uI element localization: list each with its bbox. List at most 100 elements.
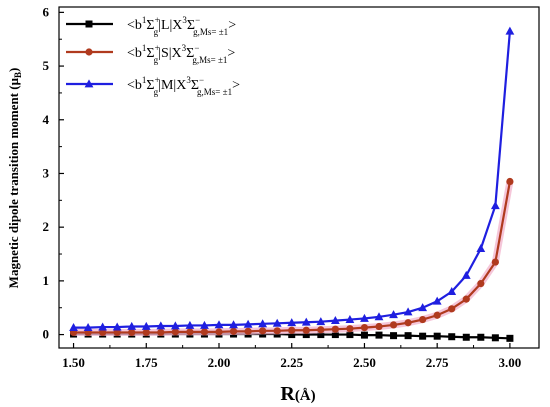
data-point	[506, 177, 514, 186]
data-point	[346, 331, 354, 339]
data-point	[432, 296, 442, 305]
data-point	[112, 322, 122, 331]
data-point	[186, 328, 194, 336]
data-point	[288, 331, 296, 339]
data-point	[157, 328, 165, 337]
data-point	[360, 323, 369, 332]
data-point	[476, 244, 486, 253]
data-point	[433, 332, 441, 340]
data-point	[360, 331, 368, 339]
data-point	[491, 258, 499, 266]
data-point	[462, 295, 470, 303]
data-point	[142, 328, 150, 337]
legend-item: <b1Σ+ g|M|X3Σ− g,Ms= ±1>	[66, 75, 240, 97]
data-point	[390, 332, 398, 340]
data-point	[345, 314, 355, 323]
y-tick-label: 3	[43, 165, 50, 180]
data-point	[302, 326, 310, 334]
data-point	[403, 307, 413, 316]
data-point	[214, 320, 224, 329]
series-triangle	[69, 26, 515, 331]
data-point	[302, 331, 310, 339]
data-point	[331, 331, 339, 339]
plot-frame	[58, 6, 540, 349]
legend-item: <b1Σ+ g|S|X3Σ− g,Ms= ±1>	[66, 43, 235, 65]
x-tick-label: 3.00	[499, 355, 522, 370]
data-point	[259, 327, 267, 335]
data-point	[84, 79, 94, 88]
data-point	[316, 317, 326, 326]
legend-label: <b1Σ+ g|L|X3Σ− g,Ms= ±1>	[127, 15, 236, 37]
data-point	[200, 328, 209, 336]
data-point	[448, 305, 456, 313]
y-tick-label: 0	[43, 327, 50, 342]
y-tick-label: 1	[43, 273, 50, 288]
data-point	[346, 325, 354, 333]
data-point	[375, 322, 383, 331]
y-tick-label: 5	[43, 58, 50, 73]
data-point	[171, 328, 179, 336]
data-point	[127, 321, 137, 330]
data-point	[288, 326, 296, 334]
data-point	[244, 327, 252, 335]
data-point	[85, 48, 93, 56]
data-point	[170, 321, 180, 330]
data-point	[419, 315, 427, 324]
data-point	[448, 333, 456, 341]
data-point	[419, 332, 427, 340]
data-point	[85, 20, 93, 28]
x-tick-label: 1.75	[135, 355, 158, 370]
x-tick-label: 1.50	[62, 355, 85, 370]
legend-label: <b1Σ+ g|S|X3Σ− g,Ms= ±1>	[127, 43, 235, 65]
data-point	[404, 332, 412, 340]
data-point	[229, 320, 238, 329]
x-axis-title: R(Å)	[280, 383, 315, 405]
y-axis-title: Magnetic dipole transition moment (μB)	[6, 68, 23, 289]
series-halo	[73, 180, 514, 336]
data-point	[272, 318, 282, 327]
data-point	[83, 322, 93, 331]
data-point	[301, 317, 311, 326]
data-point	[477, 279, 485, 288]
data-point	[317, 326, 325, 334]
data-point	[490, 201, 500, 210]
data-point	[99, 328, 107, 337]
data-point	[98, 322, 108, 331]
y-tick-label: 2	[43, 219, 50, 234]
data-point	[185, 320, 195, 329]
data-point	[374, 312, 384, 321]
data-point	[243, 319, 253, 328]
data-point	[404, 319, 412, 327]
series-layer	[69, 26, 515, 342]
data-point	[258, 319, 268, 328]
data-point	[389, 310, 398, 319]
x-tick-label: 2.50	[353, 355, 376, 370]
data-point	[200, 320, 209, 329]
data-point	[156, 321, 166, 330]
data-point	[418, 303, 428, 312]
y-tick-label: 4	[43, 112, 50, 127]
data-point	[360, 313, 369, 322]
series-circle	[69, 177, 514, 337]
data-point	[317, 331, 325, 339]
data-point	[461, 270, 471, 279]
data-point	[287, 318, 297, 327]
data-point	[433, 311, 441, 319]
x-tick-label: 2.75	[426, 355, 449, 370]
y-tick-label: 6	[43, 4, 50, 19]
legend-label: <b1Σ+ g|M|X3Σ− g,Ms= ±1>	[127, 75, 240, 97]
data-point	[215, 328, 223, 336]
data-point	[505, 26, 515, 35]
data-point	[229, 327, 238, 335]
data-point	[477, 333, 485, 341]
data-point	[128, 328, 136, 337]
data-point	[375, 331, 383, 339]
legend: <b1Σ+ g|L|X3Σ− g,Ms= ±1> <b1Σ+ g|S|X3Σ− g,Ms=…	[66, 15, 240, 97]
y-axis: 0 1 2 3 4 5 6	[43, 4, 64, 342]
data-point	[113, 328, 121, 337]
data-point	[462, 333, 470, 341]
data-point	[141, 321, 151, 330]
series-line	[73, 31, 512, 329]
legend-item: <b1Σ+ g|L|X3Σ− g,Ms= ±1>	[66, 15, 236, 37]
